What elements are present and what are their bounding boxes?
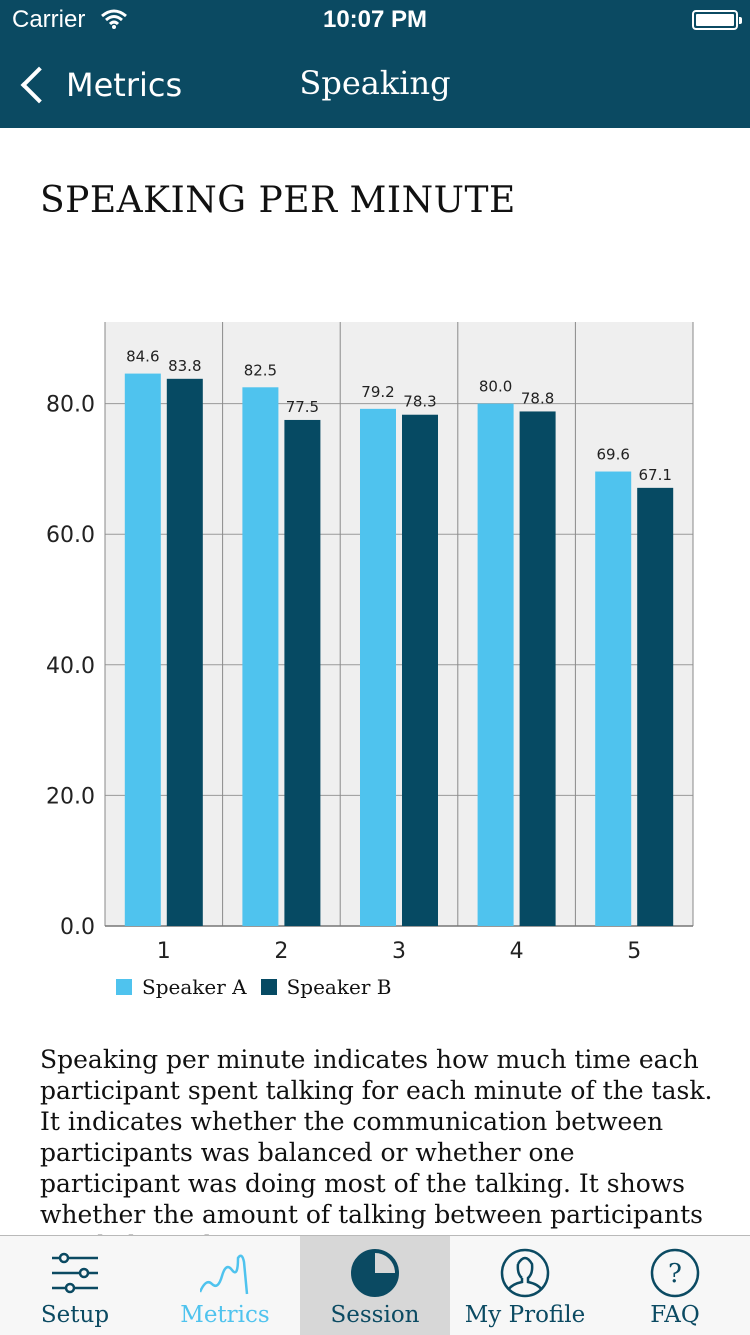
bar-speaker-b xyxy=(166,378,203,926)
sliders-icon xyxy=(52,1252,98,1294)
metric-description: Speaking per minute indicates how much t… xyxy=(40,1045,713,1260)
back-button[interactable]: Metrics xyxy=(14,60,182,110)
legend-label-a: Speaker A xyxy=(142,975,247,999)
tab-label-session: Session xyxy=(330,1302,420,1328)
legend-item-speaker-a: Speaker A xyxy=(116,975,247,999)
nav-title: Speaking xyxy=(299,64,451,102)
data-label: 69.6 xyxy=(596,446,629,464)
tab-label-my-profile: My Profile xyxy=(464,1302,586,1328)
legend-label-b: Speaker B xyxy=(286,975,392,999)
x-tick-label: 4 xyxy=(510,939,524,964)
data-label: 77.5 xyxy=(286,398,319,416)
status-bar: Carrier 10:07 PM xyxy=(0,0,750,40)
bar-speaker-a xyxy=(595,471,632,926)
legend-item-speaker-b: Speaker B xyxy=(260,975,392,999)
chart-legend: Speaker A Speaker B xyxy=(116,975,405,999)
bar-speaker-a xyxy=(360,408,396,926)
bar-speaker-b xyxy=(519,411,556,927)
wave-icon xyxy=(200,1254,249,1295)
battery-icon xyxy=(692,10,742,30)
tab-label-faq: FAQ xyxy=(650,1302,700,1328)
tab-label-setup: Setup xyxy=(40,1302,110,1328)
x-tick-label: 1 xyxy=(157,939,171,964)
question-icon: ? xyxy=(650,1248,700,1298)
tab-my-profile[interactable]: My Profile xyxy=(450,1236,600,1335)
data-label: 67.1 xyxy=(638,466,671,484)
nav-header: Carrier 10:07 PM Metrics Speaking xyxy=(0,0,750,128)
bar-speaker-a xyxy=(124,373,161,927)
data-label: 78.3 xyxy=(403,393,436,411)
y-tick-label: 60.0 xyxy=(46,523,95,548)
tab-bar: Setup Metrics Session My Profile ? FAQ xyxy=(0,1235,750,1335)
x-tick-label: 3 xyxy=(392,939,406,964)
bar-speaker-b xyxy=(402,414,438,926)
y-tick-label: 20.0 xyxy=(46,784,95,809)
y-tick-label: 0.0 xyxy=(60,915,95,940)
bar-speaker-b xyxy=(284,419,321,926)
bar-speaker-b xyxy=(637,487,674,926)
tab-label-metrics: Metrics xyxy=(180,1302,270,1328)
plot-background xyxy=(105,322,693,926)
tab-metrics[interactable]: Metrics xyxy=(150,1236,300,1335)
svg-text:?: ? xyxy=(668,1259,682,1289)
bar-speaker-a xyxy=(242,387,279,926)
carrier-label: Carrier xyxy=(12,6,86,33)
tab-session[interactable]: Session xyxy=(300,1236,450,1335)
status-time: 10:07 PM xyxy=(322,6,428,33)
tab-faq[interactable]: ? FAQ xyxy=(600,1236,750,1335)
data-label: 80.0 xyxy=(479,378,512,396)
legend-swatch-b xyxy=(260,979,277,995)
bar-speaker-a xyxy=(477,403,514,927)
x-tick-label: 5 xyxy=(627,939,641,964)
chart-svg: 0.0 20.0 40.0 60.0 80.0 84.6 83.8 1 82.5 77.5 2 79.… xyxy=(46,322,694,964)
y-tick-label: 40.0 xyxy=(46,654,95,679)
tab-setup[interactable]: Setup xyxy=(0,1236,150,1335)
data-label: 83.8 xyxy=(168,357,201,375)
page-title: SPEAKING PER MINUTE xyxy=(40,180,516,221)
back-label: Metrics xyxy=(66,66,183,104)
profile-icon xyxy=(500,1248,550,1298)
x-tick-label: 2 xyxy=(274,939,288,964)
legend-swatch-a xyxy=(116,979,132,995)
wifi-icon xyxy=(100,8,128,37)
data-label: 79.2 xyxy=(361,383,394,401)
data-label: 78.8 xyxy=(521,389,554,407)
pie-icon xyxy=(351,1249,399,1297)
speaking-chart: 0.0 20.0 40.0 60.0 80.0 84.6 83.8 1 82.5 77.5 2 79.… xyxy=(0,300,750,1020)
y-tick-label: 80.0 xyxy=(46,393,95,418)
data-label: 84.6 xyxy=(126,348,159,366)
data-label: 82.5 xyxy=(244,361,277,379)
